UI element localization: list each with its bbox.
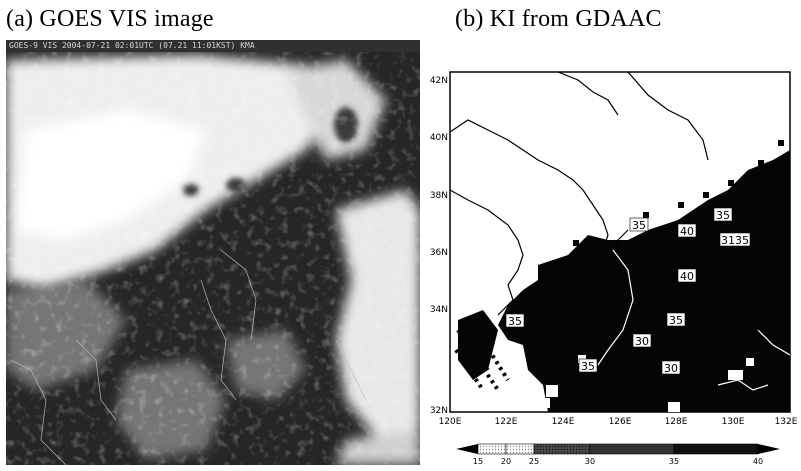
ki-label-value: 35 (669, 314, 683, 327)
lat-label-34n: 34N (430, 305, 448, 315)
ki-label-box: 3135 (719, 232, 751, 247)
colorbar-tick: 25 (529, 457, 539, 466)
lon-label-124e: 124E (552, 417, 575, 427)
satellite-header-text: GOES-9 VIS 2004-07-21 02:01UTC (07.21 11… (6, 40, 420, 52)
colorbar-tick: 30 (585, 457, 595, 466)
colorbar-tick: 20 (501, 457, 511, 466)
satellite-image-graphic (6, 40, 420, 465)
ki-label-value: 35 (632, 219, 646, 232)
ki-map: 42N 40N 38N 36N 34N 32N 120E 122E 124E 1… (430, 71, 798, 466)
ki-label-value: 3135 (721, 234, 749, 247)
ki-map-panel: 42N 40N 38N 36N 34N 32N 120E 122E 124E 1… (428, 40, 798, 470)
panel-a-title: (a) GOES VIS image (6, 6, 214, 32)
lat-label-42n: 42N (430, 76, 448, 86)
ki-label-box: 40 (677, 223, 697, 238)
lon-label-130e: 130E (722, 417, 745, 427)
satellite-image: GOES-9 VIS 2004-07-21 02:01UTC (07.21 11… (6, 40, 420, 465)
ki-label-box: 35 (713, 207, 733, 222)
colorbar (456, 443, 780, 455)
ki-label-value: 35 (716, 209, 730, 222)
colorbar-tick: 40 (753, 457, 763, 466)
ki-label-box: 35 (666, 312, 686, 327)
ki-label-box: 30 (632, 333, 652, 348)
ki-label-value: 30 (635, 335, 649, 348)
ki-label-box: 30 (661, 360, 681, 375)
lat-label-32n: 32N (430, 406, 448, 416)
ki-label-box: 35 (629, 217, 649, 232)
ki-label-value: 40 (680, 225, 694, 238)
lat-label-36n: 36N (430, 248, 448, 258)
ki-label-box: 35 (505, 313, 525, 328)
ki-label-value: 35 (581, 360, 595, 373)
ki-label-value: 40 (680, 270, 694, 283)
panel-b-title: (b) KI from GDAAC (455, 6, 662, 32)
ki-label-box: 40 (677, 268, 697, 283)
lon-label-120e: 120E (439, 417, 462, 427)
colorbar-tick: 35 (669, 457, 679, 466)
lat-label-40n: 40N (430, 133, 448, 143)
ki-label-value: 35 (508, 315, 522, 328)
ki-label-box: 35 (578, 358, 598, 373)
lon-label-128e: 128E (665, 417, 688, 427)
lon-label-126e: 126E (609, 417, 632, 427)
lon-label-122e: 122E (495, 417, 518, 427)
lon-label-132e: 132E (775, 417, 798, 427)
ki-label-value: 30 (664, 362, 678, 375)
lat-label-38n: 38N (430, 191, 448, 201)
colorbar-tick: 15 (473, 457, 483, 466)
